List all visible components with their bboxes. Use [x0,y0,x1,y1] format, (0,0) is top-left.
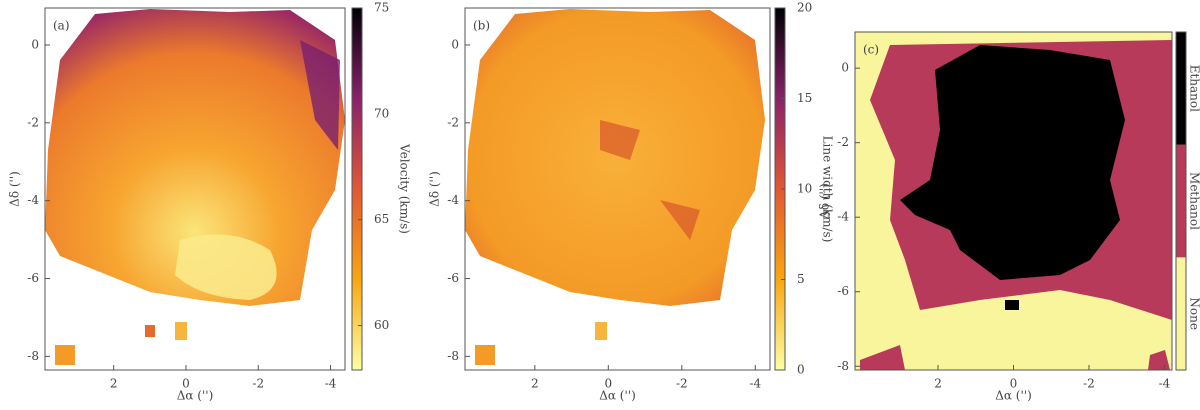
y-tick-label: 0 [451,37,459,51]
colorbar-label: Line width (km/s) [821,136,835,243]
colorbar-segment [1176,32,1186,145]
x-axis-label: Δα ('') [995,389,1032,403]
colorbar-tick-label: 5 [797,272,805,286]
colorbar-frame [1175,31,1187,371]
x-tick-label: 2 [934,377,942,391]
y-tick-label: -2 [837,135,849,149]
y-tick-label: -6 [447,271,459,285]
colorbar-segment [1176,257,1186,370]
y-axis-label: Δδ ('') [428,171,442,207]
plot-frame [464,7,771,371]
y-tick-label: -6 [27,271,39,285]
colorbar-tick-label: 10 [797,182,812,196]
colorbar-label: Velocity (km/s) [398,143,412,234]
y-tick-label: -8 [27,349,39,363]
x-tick-label: -4 [749,377,761,391]
y-tick-label: -6 [837,284,849,298]
y-tick-label: 0 [841,61,849,75]
y-tick-label: -2 [27,115,39,129]
colorbar-tick-label: 60 [374,318,389,332]
x-tick-label: -2 [676,377,688,391]
colorbar-tick-label: 20 [797,1,812,15]
colorbar-tick-label: 65 [374,212,389,226]
x-axis-label: Δα ('') [599,389,636,403]
colorbar-category-label: Ethanol [1188,65,1200,112]
panel-label: (a) [53,19,70,33]
x-tick-label: -2 [1083,377,1095,391]
x-tick-label: -4 [325,377,337,391]
panel-label: (c) [863,43,879,57]
x-tick-label: 2 [531,377,539,391]
panel-label: (b) [473,19,490,33]
colorbar [351,7,363,371]
map-a [45,9,345,365]
y-axis-label: Δδ ('') [8,171,22,207]
colorbar-tick-label: 15 [797,91,812,105]
map-b [465,9,765,365]
y-tick-label: -4 [447,193,459,207]
y-tick-label: -4 [27,193,39,207]
x-tick-label: 0 [604,377,612,391]
colorbar-category-label: None [1188,297,1200,330]
y-tick-label: -4 [837,210,849,224]
x-tick-label: 2 [110,377,118,391]
colorbar-segment [1176,144,1186,258]
y-axis-label: Δδ ('') [818,183,832,219]
y-tick-label: 0 [31,37,39,51]
y-tick-label: -8 [837,359,849,373]
colorbar-tick-label: 0 [797,363,805,377]
map-c [855,32,1172,370]
x-tick-label: -2 [252,377,264,391]
plot-frame [44,7,346,371]
colorbar-tick-label: 70 [374,106,389,120]
x-tick-label: 0 [182,377,190,391]
x-tick-label: -4 [1159,377,1171,391]
colorbar-tick-label: 75 [374,1,389,15]
colorbar-category-label: Methanol [1188,172,1200,230]
y-tick-label: -2 [447,115,459,129]
x-tick-label: 0 [1010,377,1018,391]
y-tick-label: -8 [447,349,459,363]
x-axis-label: Δα ('') [177,389,214,403]
